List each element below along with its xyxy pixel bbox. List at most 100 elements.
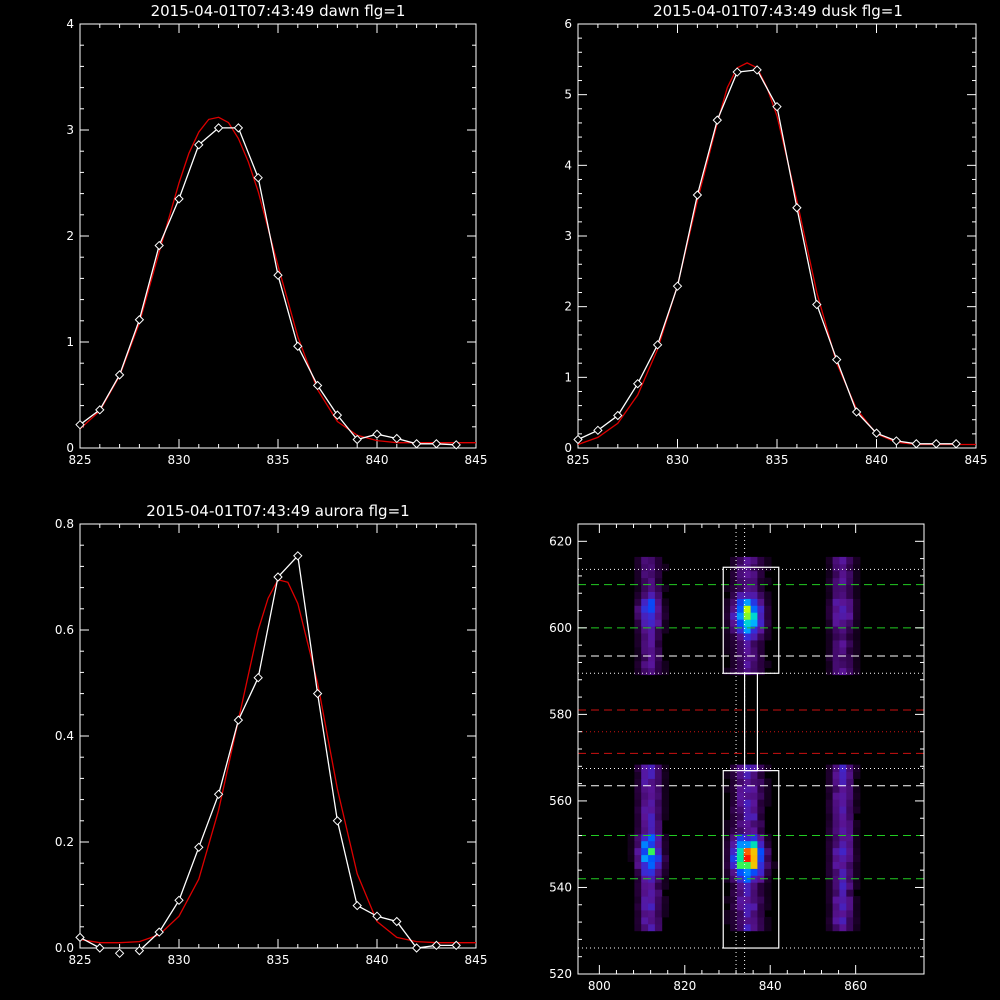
heatmap-cell <box>846 813 854 821</box>
heatmap-cell <box>641 619 649 627</box>
heatmap-cell <box>641 785 649 793</box>
heatmap-cell <box>764 785 772 793</box>
heatmap-cell <box>648 619 656 627</box>
heatmap-cell <box>750 633 758 641</box>
x-tick-label: 825 <box>69 453 92 467</box>
y-tick-label: 0.8 <box>55 517 74 531</box>
heatmap-cell <box>750 619 758 627</box>
data-point <box>332 816 343 826</box>
heatmap-cell <box>730 612 738 620</box>
y-tick-label: 540 <box>549 880 572 894</box>
heatmap-cell <box>648 605 656 613</box>
x-tick-label: 845 <box>965 453 988 467</box>
heatmap-cell <box>723 598 731 606</box>
heatmap-cell <box>736 923 745 932</box>
heatmap-cell <box>750 889 758 897</box>
heatmap-cell <box>750 598 758 606</box>
heatmap-cell <box>853 605 861 613</box>
heatmap-cell <box>641 826 649 835</box>
heatmap-cell <box>757 910 765 918</box>
heatmap-cell <box>654 896 663 904</box>
heatmap-cell <box>832 764 840 772</box>
heatmap-cell <box>661 778 669 786</box>
heatmap-cell <box>634 633 642 641</box>
x-tick-label: 825 <box>567 453 590 467</box>
heatmap-cell <box>641 861 649 869</box>
heatmap-cell <box>730 847 738 856</box>
data-point <box>392 433 402 444</box>
data-point <box>233 123 244 133</box>
heatmap-cell <box>832 584 840 592</box>
heatmap-cell <box>750 667 758 676</box>
data-point <box>114 948 125 959</box>
heatmap-cell <box>853 882 861 890</box>
heatmap-cell <box>634 660 642 669</box>
heatmap-cell <box>825 612 834 620</box>
heatmap-cell <box>641 667 649 676</box>
heatmap-cell <box>730 591 738 599</box>
heatmap-cell <box>846 667 854 676</box>
heatmap-cell <box>825 916 834 925</box>
heatmap-cell <box>750 646 758 655</box>
heatmap-cell <box>853 820 861 828</box>
heatmap-cell <box>661 667 669 676</box>
heatmap-cell <box>730 577 738 586</box>
data-point <box>233 715 244 725</box>
heatmap-cell <box>634 854 642 862</box>
heatmap-cell <box>853 833 861 842</box>
heatmap-cell <box>641 577 649 586</box>
heatmap-cell <box>825 854 834 862</box>
heatmap-cell <box>853 563 861 572</box>
heatmap-cell <box>654 923 663 932</box>
heatmap-cell <box>736 605 745 613</box>
heatmap-cell <box>853 640 861 648</box>
heatmap-cell <box>743 577 751 586</box>
heatmap-cell <box>825 570 834 579</box>
heatmap-cell <box>764 556 772 565</box>
heatmap-cell <box>764 778 772 786</box>
heatmap-cell <box>839 923 847 932</box>
dusk-plot-area: 825 830 835 840 845 0 1 2 3 4 5 6 <box>564 17 987 467</box>
heatmap-cell <box>846 764 854 772</box>
heatmap-cell <box>757 785 765 793</box>
heatmap-cell <box>757 667 765 676</box>
heatmap-cell <box>764 619 772 627</box>
heatmap-cell <box>825 820 834 828</box>
data-point <box>253 672 263 683</box>
heatmap-cell <box>832 605 840 613</box>
heatmap-cell <box>839 778 847 786</box>
heatmap-cell <box>661 806 669 814</box>
heatmap-cell <box>661 840 669 849</box>
heatmap-cell <box>654 619 663 627</box>
heatmap-cell <box>654 833 663 842</box>
heatmap-cell <box>634 577 642 586</box>
heatmap-cell <box>654 847 663 856</box>
heatmap-cell <box>634 584 642 592</box>
heatmap-cell <box>757 577 765 586</box>
heatmap-cell <box>832 854 840 862</box>
y-tick-label: 0 <box>564 441 572 455</box>
heatmap-cell <box>825 660 834 669</box>
heatmap-cell <box>750 910 758 918</box>
heatmap-cell <box>641 612 649 620</box>
heatmap-cell <box>757 612 765 620</box>
data-point <box>213 123 224 133</box>
heatmap-cell <box>736 577 745 586</box>
heatmap-cell <box>757 847 765 856</box>
heatmap-cell <box>750 826 758 835</box>
heatmap-cell <box>736 653 745 662</box>
heatmap-cell <box>764 923 772 932</box>
heatmap-cell <box>764 854 772 862</box>
heatmap-cell <box>634 619 642 627</box>
heatmap-cell <box>634 771 642 779</box>
heatmap-cell <box>853 612 861 620</box>
heatmap-cell <box>764 889 772 897</box>
heatmap-cell <box>846 903 854 911</box>
heatmap-cell <box>730 778 738 786</box>
heatmap-cell <box>832 640 840 648</box>
heatmap-cell <box>853 591 861 599</box>
x-tick-label: 840 <box>366 953 389 967</box>
y-tick-label: 5 <box>564 88 572 102</box>
heatmap-cell <box>654 640 663 648</box>
heatmap-cell <box>832 591 840 599</box>
